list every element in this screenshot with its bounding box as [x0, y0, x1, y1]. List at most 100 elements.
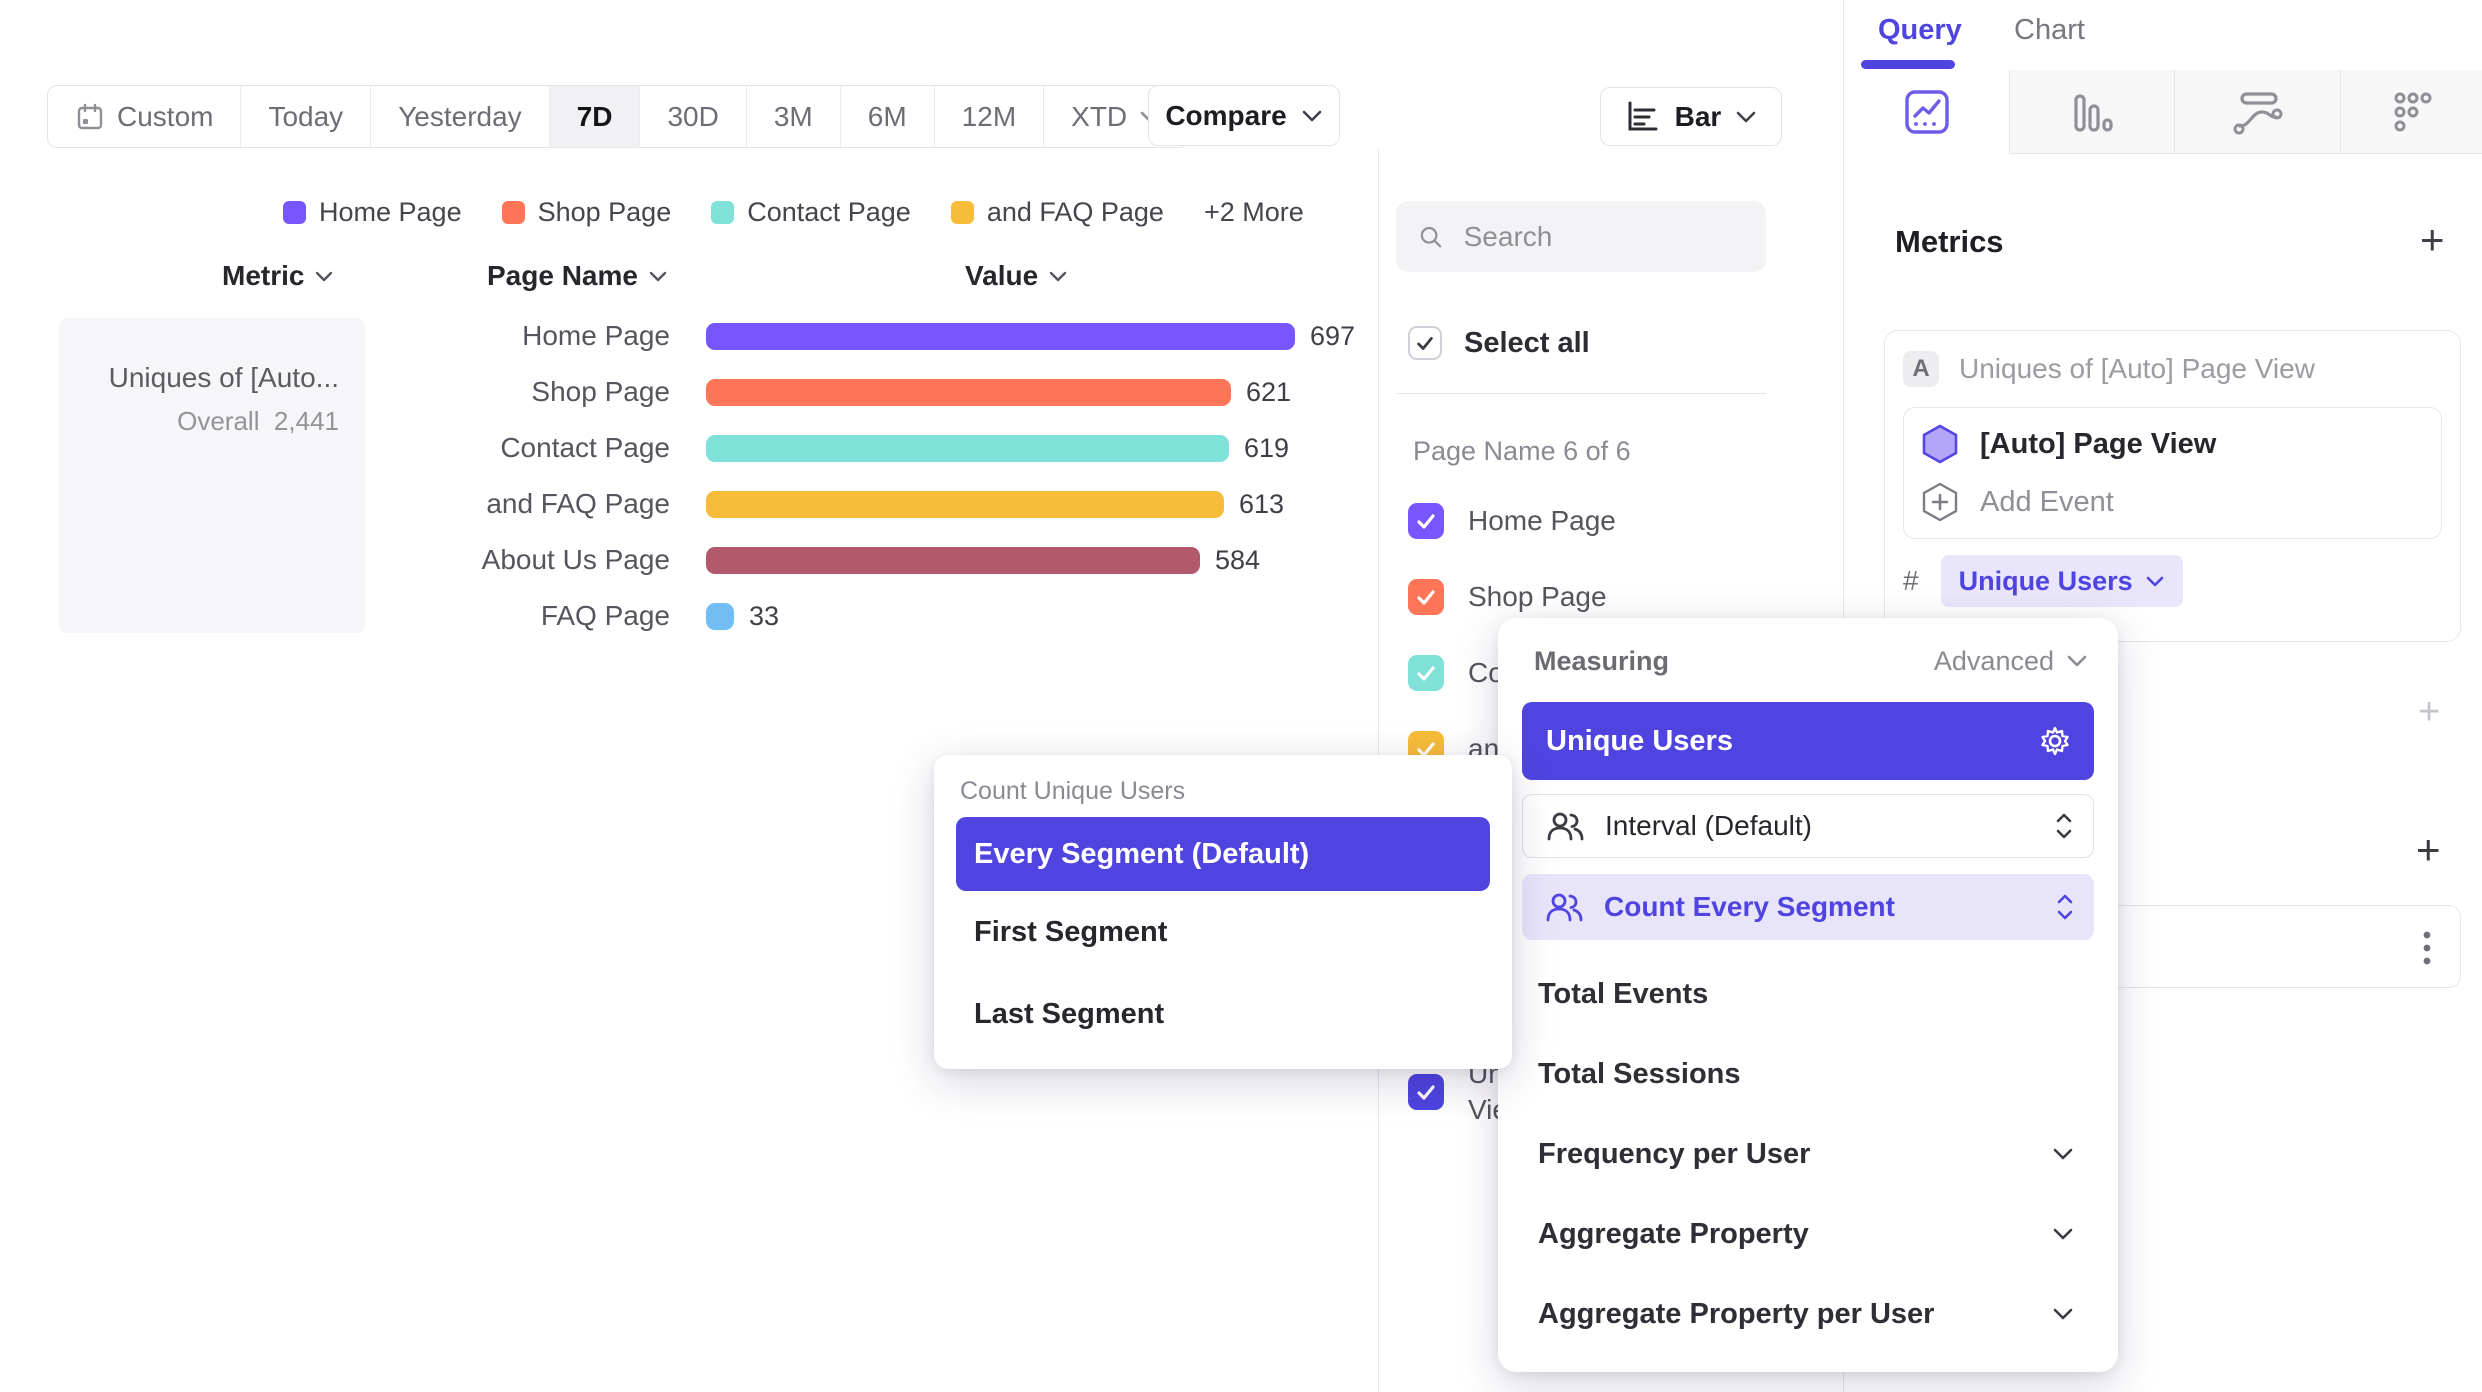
count-option-last-segment[interactable]: Last Segment — [956, 973, 1490, 1055]
bar[interactable] — [706, 434, 1229, 462]
chart-tab-flow[interactable] — [2175, 70, 2341, 154]
count-mode-selector[interactable]: Count Every Segment — [1522, 874, 2094, 940]
range-button-6m[interactable]: 6M — [839, 86, 934, 147]
search-input[interactable] — [1461, 219, 1744, 254]
measuring-option-total-sessions[interactable]: Total Sessions — [1522, 1034, 2094, 1114]
range-button-12m[interactable]: 12M — [933, 86, 1043, 147]
count-option-every-segment[interactable]: Every Segment (Default) — [956, 817, 1490, 891]
measuring-option-label: Total Events — [1538, 977, 1709, 1010]
metric-overall: Overall 2,441 — [79, 406, 339, 437]
chart-type-button[interactable]: Bar — [1600, 87, 1782, 146]
check-icon — [1417, 590, 1435, 605]
count-mode-label: Count Every Segment — [1604, 891, 1895, 922]
chart-tab-line[interactable] — [1844, 70, 2010, 154]
measuring-popover: Measuring Advanced Unique Users Interval… — [1498, 618, 2118, 1372]
metric-column-header[interactable]: Metric — [222, 260, 334, 292]
checkbox-checked[interactable] — [1408, 579, 1444, 615]
metric-cell[interactable]: Uniques of [Auto... Overall 2,441 — [59, 318, 365, 633]
legend-swatch — [283, 200, 306, 224]
legend-more-button[interactable]: +2 More — [1203, 196, 1304, 227]
range-button-3m[interactable]: 3M — [745, 86, 840, 147]
flow-chart-icon — [2233, 91, 2282, 134]
scatter-chart-icon — [2394, 92, 2431, 131]
segment-search[interactable] — [1396, 201, 1766, 272]
last-segment-label: Last Segment — [974, 997, 1165, 1030]
legend-item[interactable]: and FAQ Page — [950, 197, 1164, 228]
kebab-menu-icon[interactable] — [2422, 930, 2432, 966]
checkbox-checked[interactable] — [1408, 655, 1444, 691]
measuring-option-unique-users[interactable]: Unique Users — [1522, 702, 2094, 780]
horizontal-bar-chart-icon — [1628, 101, 1658, 130]
select-all-row[interactable]: Select all — [1408, 325, 1590, 361]
value-column-header[interactable]: Value — [965, 260, 1068, 292]
interval-selector[interactable]: Interval (Default) — [1522, 794, 2094, 858]
bar[interactable] — [706, 546, 1200, 574]
segment-item[interactable]: Home Page — [1408, 483, 1616, 559]
legend-item[interactable]: Home Page — [283, 197, 462, 228]
range-button-30d[interactable]: 30D — [639, 86, 745, 147]
bar[interactable] — [706, 378, 1231, 406]
legend-item[interactable]: Contact Page — [711, 197, 911, 228]
bar-chart-icon — [2074, 93, 2113, 132]
chevron-down-icon — [2053, 1148, 2073, 1160]
measuring-option-frequency-per-user[interactable]: Frequency per User — [1522, 1114, 2094, 1194]
measuring-option-aggregate-property-per-user[interactable]: Aggregate Property per User — [1522, 1274, 2094, 1354]
compare-button[interactable]: Compare — [1148, 85, 1340, 146]
measurement-pill[interactable]: Unique Users — [1940, 555, 2183, 607]
measuring-option-label: Aggregate Property — [1538, 1217, 1809, 1250]
table-row: Home Page 697 — [380, 308, 1380, 364]
tab-chart[interactable]: Chart — [2014, 14, 2085, 46]
range-label: 30D — [667, 100, 719, 132]
interval-label: Interval (Default) — [1605, 810, 1812, 841]
chart-tab-bar[interactable] — [2010, 70, 2175, 154]
chevron-down-icon — [2053, 1308, 2073, 1320]
page-name-column-header[interactable]: Page Name — [487, 260, 668, 292]
sort-chevron-icon — [649, 271, 667, 281]
checkbox-checked[interactable] — [1408, 1074, 1444, 1110]
range-label: Yesterday — [398, 100, 522, 132]
event-name: [Auto] Page View — [1980, 427, 2217, 460]
event-row[interactable]: [Auto] Page View — [1922, 424, 2423, 464]
segment-item[interactable]: Shop Page — [1408, 559, 1607, 635]
range-button-custom[interactable]: Custom — [48, 86, 240, 147]
chevron-down-icon — [1302, 110, 1321, 121]
page-name-header-label: Page Name — [487, 260, 638, 291]
range-button-xtd[interactable]: XTD — [1043, 86, 1188, 147]
bar-value: 697 — [1310, 320, 1356, 351]
metric-card-title: Uniques of [Auto] Page View — [1959, 353, 2315, 384]
add-event-row[interactable]: Add Event — [1922, 482, 2423, 522]
gear-icon[interactable] — [2038, 724, 2072, 758]
tab-query[interactable]: Query — [1878, 14, 1962, 46]
add-breakdown-button[interactable]: + — [2416, 826, 2441, 873]
checkbox-checked[interactable] — [1408, 503, 1444, 539]
advanced-toggle[interactable]: Advanced — [1934, 646, 2088, 677]
legend-item[interactable]: Shop Page — [501, 196, 672, 228]
bar[interactable] — [706, 322, 1295, 350]
chart-tab-scatter[interactable] — [2341, 70, 2482, 154]
count-option-first-segment[interactable]: First Segment — [956, 891, 1490, 973]
stepper-icon — [2057, 894, 2073, 920]
bar[interactable] — [706, 490, 1224, 518]
active-tab-indicator — [1861, 60, 1955, 69]
measuring-option-total-events[interactable]: Total Events — [1522, 954, 2094, 1034]
range-button-yesterday[interactable]: Yesterday — [370, 86, 549, 147]
range-button-7d[interactable]: 7D — [548, 86, 640, 147]
measuring-option-label: Aggregate Property per User — [1538, 1297, 1935, 1330]
measuring-option-aggregate-property[interactable]: Aggregate Property — [1522, 1194, 2094, 1274]
bar-category-label: Shop Page — [531, 376, 670, 407]
add-metric-button[interactable]: + — [2420, 216, 2445, 263]
metric-card[interactable]: A Uniques of [Auto] Page View [Auto] Pag… — [1884, 330, 2461, 642]
bar-chart: Home Page 697 Shop Page 621 Contact Page 619 a… — [380, 308, 1380, 644]
bar-value: 33 — [749, 600, 780, 631]
bar-category-label: Home Page — [522, 320, 670, 351]
select-all-checkbox[interactable] — [1408, 326, 1442, 360]
add-filter-button[interactable]: + — [2418, 691, 2441, 733]
bar-value: 584 — [1215, 544, 1261, 575]
event-hexagon-icon — [1922, 424, 1958, 464]
range-button-today[interactable]: Today — [240, 86, 370, 147]
segment-item-label: Home Page — [1468, 505, 1616, 536]
overall-value: 2,441 — [273, 406, 339, 436]
legend-label: Shop Page — [537, 196, 672, 227]
bar-category-label: FAQ Page — [540, 600, 670, 631]
bar[interactable] — [706, 602, 734, 630]
